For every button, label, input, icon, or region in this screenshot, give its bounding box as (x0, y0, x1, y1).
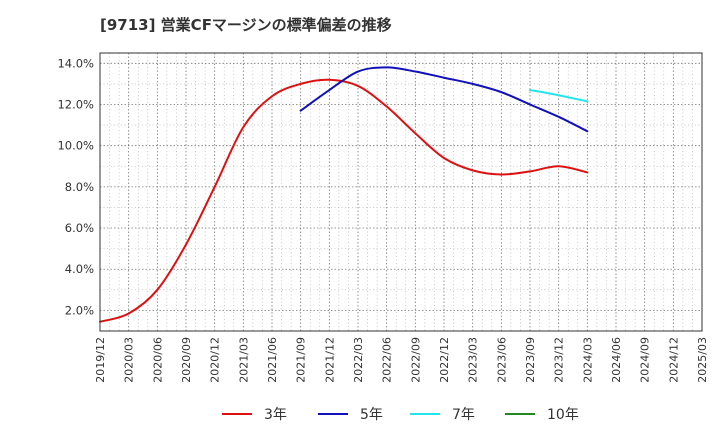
x-tick-label: 2021/09 (295, 337, 308, 383)
x-tick-label: 2021/03 (237, 337, 250, 383)
x-tick-label: 2020/12 (209, 337, 222, 383)
y-tick-label: 10.0% (57, 139, 94, 153)
x-tick-label: 2024/06 (610, 337, 623, 383)
x-tick-label: 2021/12 (323, 337, 336, 383)
y-axis: 2.0% 4.0% 6.0% 8.0% 10.0% 12.0% 14.0% (57, 56, 94, 317)
y-tick-label: 2.0% (65, 303, 94, 317)
y-tick-label: 8.0% (65, 180, 94, 194)
x-tick-label: 2023/09 (524, 337, 537, 383)
y-tick-label: 14.0% (57, 56, 94, 70)
series-lines (99, 66, 589, 323)
x-tick-label: 2019/12 (94, 337, 107, 383)
x-tick-label: 2020/09 (180, 337, 193, 383)
series-line-5年 (299, 66, 589, 133)
y-tick-label: 6.0% (65, 221, 94, 235)
x-tick-label: 2024/09 (639, 337, 652, 383)
x-tick-label: 2022/12 (438, 337, 451, 383)
x-tick-label: 2022/03 (352, 337, 365, 383)
x-tick-label: 2022/06 (381, 337, 394, 383)
y-tick-label: 4.0% (65, 262, 94, 276)
legend-label: 5年 (360, 407, 383, 423)
series-line-3年 (99, 78, 589, 323)
x-tick-label: 2022/09 (409, 337, 422, 383)
legend-label: 7年 (452, 407, 475, 423)
series-line-7年 (529, 89, 589, 103)
x-tick-label: 2024/03 (581, 337, 594, 383)
legend-label: 3年 (264, 407, 287, 423)
plot-area-frame (99, 52, 703, 332)
x-tick-label: 2020/06 (151, 337, 164, 383)
x-tick-label: 2023/06 (495, 337, 508, 383)
grid-lines (99, 53, 703, 332)
x-tick-label: 2025/03 (696, 337, 709, 383)
x-tick-label: 2023/03 (467, 337, 480, 383)
x-tick-label: 2023/12 (553, 337, 566, 383)
legend: 3年 5年 7年 10年 (222, 407, 579, 423)
legend-label: 10年 (547, 407, 579, 423)
x-tick-label: 2021/06 (266, 337, 279, 383)
x-tick-label: 2020/03 (123, 337, 136, 383)
x-axis: 2019/12 2020/03 2020/06 2020/09 2020/12 2021/… (94, 337, 709, 383)
y-tick-label: 12.0% (57, 97, 94, 111)
chart-title: [9713] 営業CFマージンの標準偏差の推移 (100, 16, 392, 34)
x-tick-label: 2024/12 (667, 337, 680, 383)
